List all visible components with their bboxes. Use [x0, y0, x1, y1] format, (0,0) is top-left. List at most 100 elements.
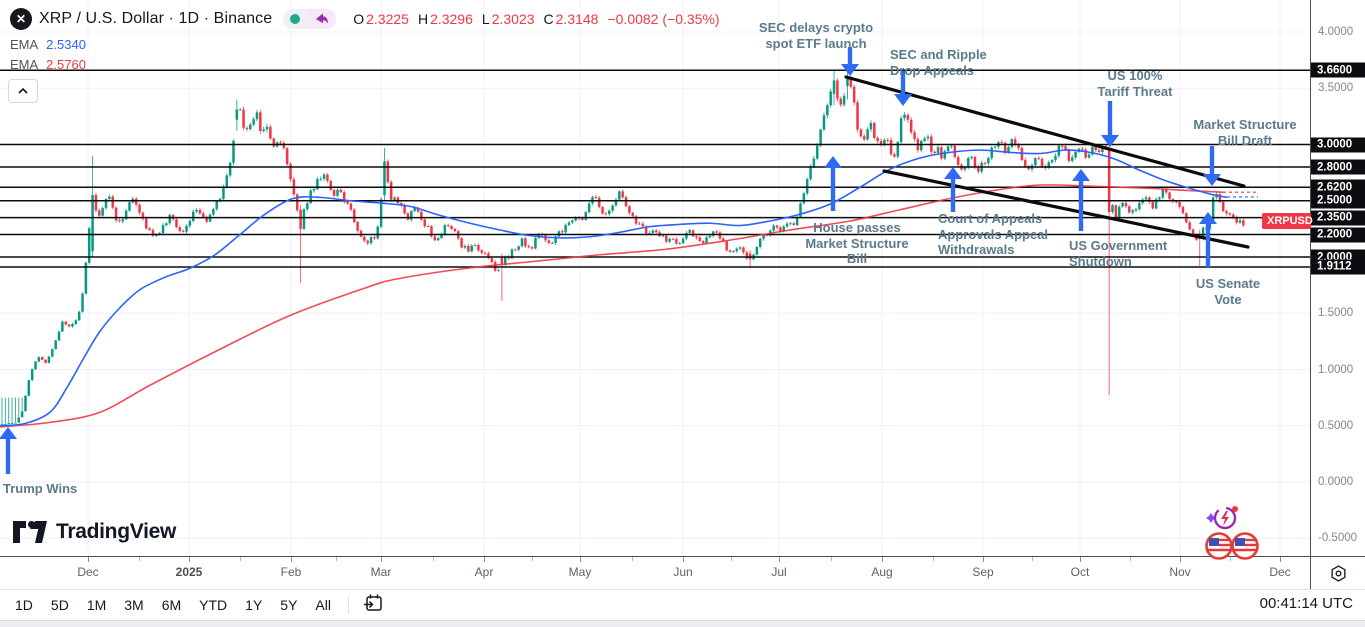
time-axis-tick: [189, 557, 190, 562]
time-axis-minor-tick: [932, 557, 934, 561]
change-value: −0.0082 (−0.35%): [607, 11, 720, 27]
range-button-1D[interactable]: 1D: [6, 594, 42, 616]
time-axis-minor-tick: [731, 557, 732, 561]
price-level-badge: 1.9112: [1311, 259, 1365, 275]
price-axis-label: 0.0000: [1318, 476, 1354, 488]
price-level-badge: 3.0000: [1311, 137, 1365, 152]
ema-label: EMA: [10, 37, 39, 52]
time-axis-label: Aug: [871, 565, 893, 579]
time-axis-tick: [983, 557, 984, 562]
trendline-upper[interactable]: [844, 75, 1246, 188]
time-axis-label: Dec: [1269, 565, 1291, 579]
utc-clock: 00:41:14 UTC: [1259, 595, 1353, 612]
collapse-legend-button[interactable]: [8, 79, 38, 103]
range-button-6M[interactable]: 6M: [153, 594, 190, 616]
xrp-logo-icon: ✕: [10, 8, 32, 30]
chart-sticker-group: [1200, 500, 1270, 562]
bottom-toolbar: 1D 5D 1M 3M 6M YTD 1Y 5Y All: [0, 589, 1365, 620]
price-chart[interactable]: [0, 0, 1310, 556]
time-axis-label: Oct: [1070, 565, 1090, 579]
time-axis-label: Nov: [1169, 565, 1191, 579]
price-axis-label: -0.5000: [1318, 532, 1358, 545]
ema-legend-fast[interactable]: EMA 2.5340: [10, 37, 86, 52]
gear-icon: [1331, 565, 1346, 582]
time-axis-minor-tick: [240, 557, 241, 561]
horizontal-level-lines[interactable]: [0, 69, 1310, 268]
range-button-3M[interactable]: 3M: [115, 594, 152, 616]
symbol-title[interactable]: XRP / U.S. Dollar · 1D · Binance: [39, 10, 273, 27]
time-axis-tick: [779, 557, 780, 562]
us-flag-sticker-icon-2: [1231, 532, 1259, 560]
ema-label: EMA: [10, 57, 39, 72]
time-axis-label: Sep: [972, 565, 994, 579]
time-axis-label: 2025: [175, 565, 203, 579]
price-axis-label: 3.5000: [1318, 82, 1354, 95]
ohlc-value: 2.3023: [491, 11, 535, 27]
time-axis-tick: [88, 557, 89, 562]
price-axis-label: 1.5000: [1318, 307, 1354, 320]
ohlc-key: O: [353, 11, 365, 27]
ema-slow-value: 2.5760: [46, 57, 86, 72]
time-axis-minor-tick: [532, 557, 533, 561]
event-arrows: [0, 47, 1221, 474]
trendline-lower[interactable]: [882, 169, 1250, 249]
time-axis-label: Feb: [280, 565, 302, 579]
price-level-badge: 2.2000: [1311, 227, 1365, 242]
ohlc-value: 2.3296: [430, 11, 473, 27]
time-axis-tick: [683, 557, 684, 562]
time-axis-minor-tick: [1230, 557, 1231, 561]
go-to-date-button[interactable]: [357, 591, 390, 620]
price-axis[interactable]: 4.0000 3.5000 1.5000 1.0000 0.5000 0.0000 -0.5…: [1310, 0, 1365, 556]
toolbar-divider: [347, 596, 349, 614]
ema-slow-line[interactable]: [0, 184, 1224, 428]
tradingview-wordmark: TradingView: [56, 520, 177, 543]
ohlc-key: C: [543, 11, 554, 27]
symbol-price-badge: XRPUSD: [1262, 212, 1313, 229]
share-icon: [316, 13, 329, 24]
market-status-dot-icon: [290, 14, 301, 24]
time-axis-label: Mar: [370, 565, 392, 579]
time-axis-label: May: [568, 565, 592, 579]
price-axis-label: 4.0000: [1318, 26, 1354, 38]
tradingview-watermark[interactable]: TradingView: [13, 520, 176, 544]
range-button-YTD[interactable]: YTD: [190, 594, 236, 616]
time-axis-tick: [882, 557, 883, 562]
ohlc-key: H: [417, 11, 429, 27]
ohlc-key: L: [481, 11, 490, 27]
time-axis-tick: [1280, 557, 1281, 562]
ohlc-value: 2.3225: [366, 11, 409, 27]
time-axis[interactable]: Dec 2025 Feb Mar Apr May Jun Jul Aug Sep Oct Nov Dec: [0, 556, 1310, 590]
price-level-badge: 2.3500: [1311, 210, 1365, 226]
candles-layer: [0, 70, 1245, 426]
gridlines: [0, 0, 1310, 556]
ema-legend-slow[interactable]: EMA 2.5760: [10, 57, 86, 72]
time-axis-tick: [381, 557, 382, 562]
symbol-marker-pills[interactable]: [283, 9, 337, 29]
time-axis-tick: [484, 557, 485, 562]
price-level-badge: 2.5000: [1311, 193, 1365, 209]
time-axis-tick: [1180, 557, 1181, 562]
price-axis-label: 1.0000: [1318, 363, 1354, 376]
axis-settings-corner[interactable]: [1310, 556, 1365, 590]
time-axis-minor-tick: [336, 557, 337, 561]
range-button-5Y[interactable]: 5Y: [271, 594, 306, 616]
time-axis-tick: [580, 557, 581, 562]
time-axis-label: Apr: [474, 565, 494, 579]
calendar-arrow-icon: [363, 594, 382, 611]
tradingview-logo-icon: [13, 521, 47, 543]
range-button-1Y[interactable]: 1Y: [236, 594, 271, 616]
time-axis-minor-tick: [830, 557, 832, 561]
ema-fast-line[interactable]: [0, 149, 1228, 427]
range-button-All[interactable]: All: [306, 594, 340, 616]
time-axis-tick: [1080, 557, 1081, 562]
range-button-5D[interactable]: 5D: [42, 594, 78, 616]
ohlc-values: O 2.3225 H 2.3296 L 2.3023 C 2.3148 −0.0082 (−0.…: [353, 11, 719, 27]
time-axis-minor-tick: [631, 557, 633, 561]
us-flag-sticker-icon: [1205, 532, 1233, 560]
price-axis-label: 0.5000: [1318, 419, 1354, 432]
ema-fast-value: 2.5340: [46, 37, 86, 52]
time-axis-label: Jul: [771, 565, 787, 579]
range-button-1M[interactable]: 1M: [78, 594, 115, 616]
time-axis-label: Jun: [673, 565, 693, 579]
zap-sticker-icon: [1206, 506, 1238, 530]
